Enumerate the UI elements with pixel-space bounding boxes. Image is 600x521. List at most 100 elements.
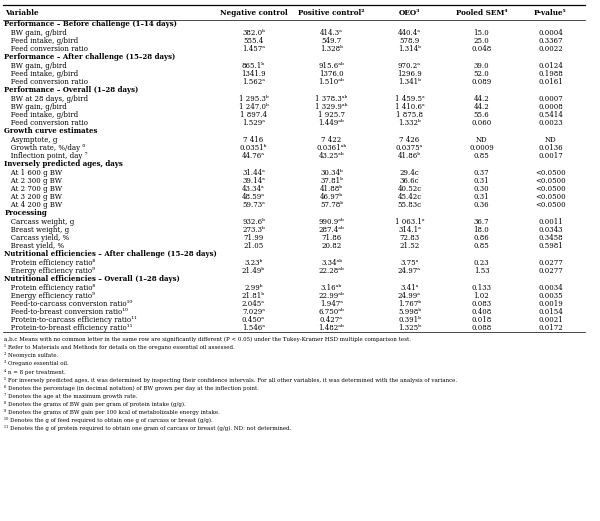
- Text: At 1 600 g BW: At 1 600 g BW: [4, 169, 62, 177]
- Text: 6.750ᵃᵇ: 6.750ᵃᵇ: [319, 308, 344, 316]
- Text: 55.83c: 55.83c: [397, 201, 422, 209]
- Text: 0.3458: 0.3458: [538, 234, 563, 242]
- Text: 7 416: 7 416: [244, 135, 263, 144]
- Text: 21.05: 21.05: [244, 242, 263, 250]
- Text: 7.029ᵃ: 7.029ᵃ: [242, 308, 265, 316]
- Text: 273.3ᵇ: 273.3ᵇ: [242, 226, 265, 234]
- Text: Protein-to-breast efficiency ratio¹¹: Protein-to-breast efficiency ratio¹¹: [4, 324, 133, 332]
- Text: 1.02: 1.02: [473, 292, 490, 300]
- Text: 0.0343: 0.0343: [538, 226, 563, 234]
- Text: 31.44ᵃ: 31.44ᵃ: [242, 169, 265, 177]
- Text: 440.4ᵃ: 440.4ᵃ: [398, 29, 421, 36]
- Text: Growth rate, %/day ⁶: Growth rate, %/day ⁶: [4, 144, 85, 152]
- Text: 0.0277: 0.0277: [538, 267, 563, 275]
- Text: 0.0004: 0.0004: [538, 29, 563, 36]
- Text: 1.510ᵃᵇ: 1.510ᵃᵇ: [319, 78, 344, 86]
- Text: 0.3367: 0.3367: [538, 36, 563, 45]
- Text: Feed-to-carcass conversion ratio¹⁰: Feed-to-carcass conversion ratio¹⁰: [4, 300, 133, 308]
- Text: 55.6: 55.6: [473, 110, 490, 119]
- Text: 1.529ᵃ: 1.529ᵃ: [242, 119, 265, 127]
- Text: 0.0023: 0.0023: [538, 119, 563, 127]
- Text: 41.86ᵇ: 41.86ᵇ: [398, 152, 421, 160]
- Text: Nutritional efficiencies – Overall (1–28 days): Nutritional efficiencies – Overall (1–28…: [4, 275, 180, 283]
- Text: 1 410.6ᵃ: 1 410.6ᵃ: [395, 103, 424, 110]
- Text: 1.562ᵃ: 1.562ᵃ: [242, 78, 265, 86]
- Text: 71.99: 71.99: [244, 234, 263, 242]
- Text: 52.0: 52.0: [473, 70, 490, 78]
- Text: 865.1ᵇ: 865.1ᵇ: [242, 61, 265, 70]
- Text: 0.048: 0.048: [472, 45, 491, 53]
- Text: 0.0172: 0.0172: [538, 324, 563, 332]
- Text: Breast yield, %: Breast yield, %: [4, 242, 64, 250]
- Text: 3.41ᵃ: 3.41ᵃ: [400, 283, 419, 292]
- Text: 0.0019: 0.0019: [538, 300, 563, 308]
- Text: 29.4c: 29.4c: [400, 169, 419, 177]
- Text: 1.449ᵃᵇ: 1.449ᵃᵇ: [319, 119, 344, 127]
- Text: BW gain, g/bird: BW gain, g/bird: [4, 61, 67, 70]
- Text: 0.0011: 0.0011: [538, 218, 563, 226]
- Text: 1376.0: 1376.0: [319, 70, 344, 78]
- Text: 0.31: 0.31: [473, 193, 490, 201]
- Text: 7 426: 7 426: [400, 135, 419, 144]
- Text: Inversely predicted ages, days: Inversely predicted ages, days: [4, 160, 123, 168]
- Text: ³ Oregano essential oil.: ³ Oregano essential oil.: [4, 361, 68, 366]
- Text: 3.75ᵃ: 3.75ᵃ: [400, 259, 419, 267]
- Text: 0.0351ᵇ: 0.0351ᵇ: [240, 144, 267, 152]
- Text: 0.31: 0.31: [473, 177, 490, 184]
- Text: 0.0161: 0.0161: [538, 78, 563, 86]
- Text: 1.314ᵇ: 1.314ᵇ: [398, 45, 421, 53]
- Text: 287.4ᵃᵇ: 287.4ᵃᵇ: [319, 226, 344, 234]
- Text: 0.0009: 0.0009: [469, 144, 494, 152]
- Text: 37.81ᵇ: 37.81ᵇ: [320, 177, 343, 184]
- Text: 990.9ᵃᵇ: 990.9ᵃᵇ: [319, 218, 344, 226]
- Text: 48.59ᵃ: 48.59ᵃ: [242, 193, 265, 201]
- Text: a,b,c Means with no common letter in the same row are significantly different (P: a,b,c Means with no common letter in the…: [4, 336, 410, 342]
- Text: Feed intake, g/bird: Feed intake, g/bird: [4, 110, 79, 119]
- Text: 22.28ᵃᵇ: 22.28ᵃᵇ: [319, 267, 344, 275]
- Text: 0.060: 0.060: [472, 119, 491, 127]
- Text: 0.0021: 0.0021: [538, 316, 563, 324]
- Text: 24.99ᵃ: 24.99ᵃ: [398, 292, 421, 300]
- Text: Feed conversion ratio: Feed conversion ratio: [4, 45, 88, 53]
- Text: 0.0017: 0.0017: [538, 152, 563, 160]
- Text: Nutritional efficiencies – After challenge (15–28 days): Nutritional efficiencies – After challen…: [4, 251, 217, 258]
- Text: 0.408: 0.408: [472, 308, 491, 316]
- Text: Inflection point, day ⁷: Inflection point, day ⁷: [4, 152, 88, 160]
- Text: 1.457ᵃ: 1.457ᵃ: [242, 45, 265, 53]
- Text: 72.83: 72.83: [400, 234, 419, 242]
- Text: 1 925.7: 1 925.7: [318, 110, 345, 119]
- Text: <0.0500: <0.0500: [535, 177, 566, 184]
- Text: 1 329.9ᵃᵇ: 1 329.9ᵃᵇ: [316, 103, 347, 110]
- Text: <0.0500: <0.0500: [535, 201, 566, 209]
- Text: Asymptote, g: Asymptote, g: [4, 135, 58, 144]
- Text: 0.5414: 0.5414: [538, 110, 563, 119]
- Text: 59.73ᵃ: 59.73ᵃ: [242, 201, 265, 209]
- Text: OEO³: OEO³: [399, 8, 420, 17]
- Text: 314.1ᵃ: 314.1ᵃ: [398, 226, 421, 234]
- Text: 0.0022: 0.0022: [538, 45, 563, 53]
- Text: At 3 200 g BW: At 3 200 g BW: [4, 193, 62, 201]
- Text: ⁶ Denotes the percentage (in decimal notation) of BW grown per day at the inflec: ⁶ Denotes the percentage (in decimal not…: [4, 384, 259, 391]
- Text: 21.52: 21.52: [400, 242, 419, 250]
- Text: 24.97ᵃ: 24.97ᵃ: [398, 267, 421, 275]
- Text: 0.0136: 0.0136: [538, 144, 563, 152]
- Text: 57.78ᵇ: 57.78ᵇ: [320, 201, 343, 209]
- Text: Feed intake, g/bird: Feed intake, g/bird: [4, 70, 79, 78]
- Text: 0.0375ᵃ: 0.0375ᵃ: [396, 144, 423, 152]
- Text: 1.947ᵃ: 1.947ᵃ: [320, 300, 343, 308]
- Text: Performance – After challenge (15–28 days): Performance – After challenge (15–28 day…: [4, 53, 175, 61]
- Text: 5.998ᵇ: 5.998ᵇ: [398, 308, 421, 316]
- Text: Variable: Variable: [5, 8, 38, 17]
- Text: Feed intake, g/bird: Feed intake, g/bird: [4, 36, 79, 45]
- Text: 932.6ᵇ: 932.6ᵇ: [242, 218, 265, 226]
- Text: <0.0500: <0.0500: [535, 185, 566, 193]
- Text: Negative control: Negative control: [220, 8, 287, 17]
- Text: 578.9: 578.9: [400, 36, 419, 45]
- Text: 0.088: 0.088: [472, 324, 491, 332]
- Text: 0.5981: 0.5981: [538, 242, 563, 250]
- Text: Protein efficiency ratio⁸: Protein efficiency ratio⁸: [4, 259, 95, 267]
- Text: 2.045ᵃ: 2.045ᵃ: [242, 300, 265, 308]
- Text: 7 422: 7 422: [322, 135, 341, 144]
- Text: 0.0154: 0.0154: [538, 308, 563, 316]
- Text: Processing: Processing: [4, 209, 47, 217]
